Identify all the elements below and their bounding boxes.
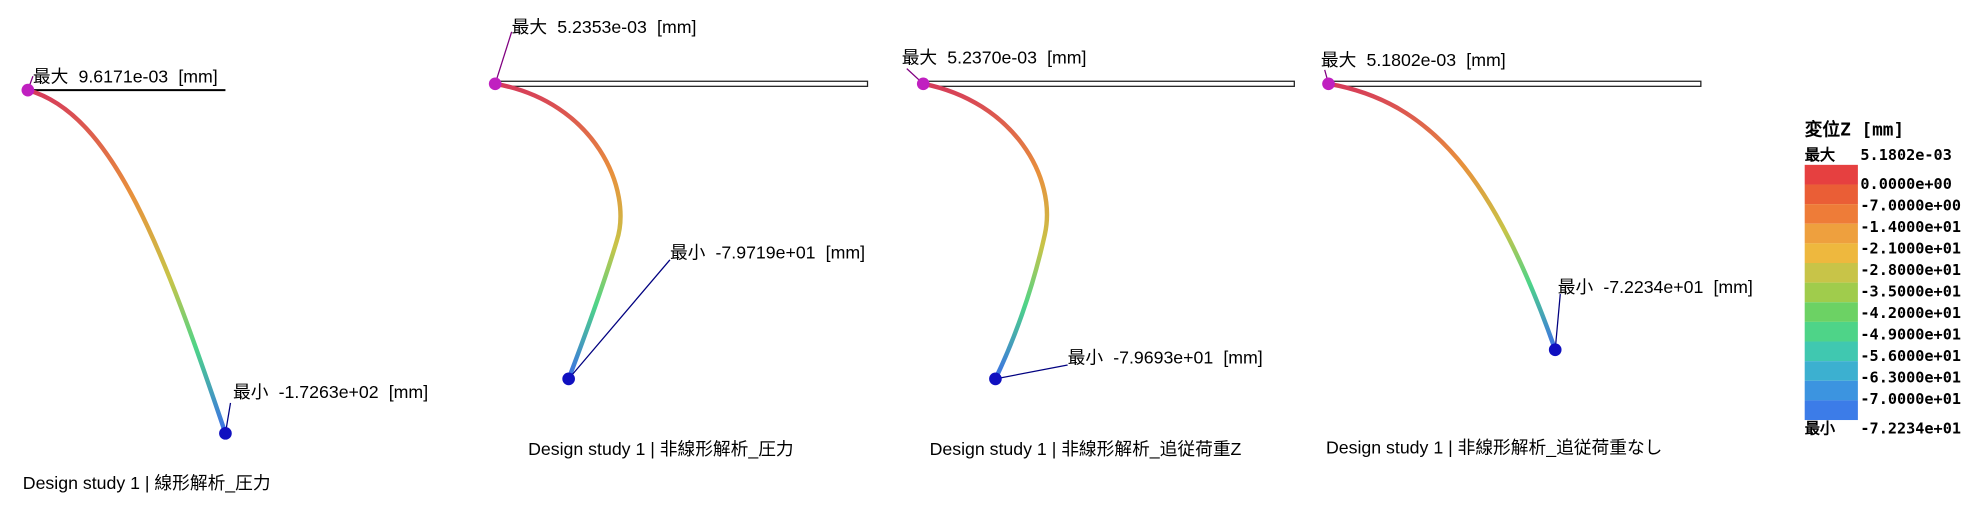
beam-outline xyxy=(494,80,869,87)
legend-level: -3.5000e+01 xyxy=(1860,283,1961,301)
beam-outline xyxy=(922,80,1295,87)
legend-swatch xyxy=(1804,184,1858,205)
min-label-part: -7.9693e+01 xyxy=(1113,348,1213,368)
min-label: 最小 -1.7263e+02 [mm] xyxy=(233,382,428,402)
max-label-part: 5.2353e-03 xyxy=(557,17,647,37)
min-label: 最小 -7.2234e+01 [mm] xyxy=(1558,277,1753,297)
legend-max-tag: 最大 xyxy=(1805,146,1836,164)
max-label-part: 最大 xyxy=(33,67,68,87)
max-label-part: 最大 xyxy=(1321,50,1356,70)
legend-swatch xyxy=(1804,282,1858,303)
legend-level: -7.0000e+00 xyxy=(1860,196,1961,214)
max-label-part: [mm] xyxy=(657,17,696,37)
min-point xyxy=(562,372,575,386)
legend-level: -7.0000e+01 xyxy=(1860,390,1961,408)
min-label-part: [mm] xyxy=(1713,277,1752,297)
legend-swatch xyxy=(1804,400,1858,421)
max-point xyxy=(21,83,35,97)
min-point xyxy=(219,427,232,440)
max-label-part: [mm] xyxy=(1466,50,1505,70)
min-label-part: 最小 xyxy=(233,382,269,402)
legend-swatch xyxy=(1804,321,1858,342)
min-label: 最小 -7.9719e+01 [mm] xyxy=(670,243,865,263)
max-point xyxy=(916,77,930,91)
min-label: 最小 -7.9693e+01 [mm] xyxy=(1068,348,1263,368)
legend-level: 0.0000e+00 xyxy=(1860,175,1951,193)
legend-level: -1.4000e+01 xyxy=(1860,218,1961,236)
legend-swatch xyxy=(1804,223,1858,244)
min-label-part: [mm] xyxy=(1223,348,1262,368)
min-label-part: 最小 xyxy=(670,243,706,263)
min-label-part: [mm] xyxy=(826,243,865,263)
max-label-part: 最大 xyxy=(512,17,547,37)
max-label-part: 最大 xyxy=(902,48,937,68)
min-leader xyxy=(995,364,1068,380)
beam-outline xyxy=(1327,80,1702,87)
legend-max: 5.1802e-03 xyxy=(1860,146,1951,164)
legend-min: -7.2234e+01 xyxy=(1860,419,1961,437)
max-point xyxy=(1322,77,1335,91)
max-label-part: 5.2370e-03 xyxy=(947,48,1037,68)
min-label-part: -1.7263e+02 xyxy=(279,382,379,402)
legend-swatch xyxy=(1804,262,1858,283)
max-label: 最大 9.6171e-03 [mm] xyxy=(33,67,218,87)
caption: Design study 1 | 線形解析_圧力 xyxy=(23,473,271,494)
min-label-part: -7.2234e+01 xyxy=(1603,277,1703,297)
legend-swatch xyxy=(1804,361,1858,381)
max-label: 最大 5.2370e-03 [mm] xyxy=(902,48,1087,68)
deformed-beam xyxy=(922,81,1050,380)
max-label: 最大 5.1802e-03 [mm] xyxy=(1321,50,1506,70)
legend-min-tag: 最小 xyxy=(1805,419,1836,437)
min-leader xyxy=(1554,293,1561,350)
caption: Design study 1 | 非線形解析_圧力 xyxy=(528,439,794,460)
legend-level: -4.2000e+01 xyxy=(1860,304,1961,322)
legend-swatch xyxy=(1804,204,1858,224)
min-label-part: [mm] xyxy=(389,382,428,402)
legend-level: -2.8000e+01 xyxy=(1860,261,1961,279)
legend-level: -4.9000e+01 xyxy=(1860,326,1961,344)
legend-title: 変位Z [mm] xyxy=(1805,119,1904,141)
max-label-part: [mm] xyxy=(178,67,217,87)
max-label: 最大 5.2353e-03 [mm] xyxy=(512,17,697,37)
max-label-part: [mm] xyxy=(1047,48,1086,68)
caption: Design study 1 | 非線形解析_追従荷重なし xyxy=(1326,438,1662,459)
min-leader xyxy=(568,259,671,380)
legend-level: -2.1000e+01 xyxy=(1860,240,1961,258)
caption: Design study 1 | 非線形解析_追従荷重Z xyxy=(930,439,1242,460)
deformed-beam xyxy=(1328,81,1558,351)
deformed-beam xyxy=(27,87,228,435)
legend-swatch xyxy=(1804,164,1858,185)
max-point xyxy=(488,77,502,91)
max-label-part: 9.6171e-03 xyxy=(79,67,169,87)
legend-level: -5.6000e+01 xyxy=(1860,347,1961,365)
legend-swatch xyxy=(1804,341,1858,362)
legend-swatch xyxy=(1804,380,1858,401)
legend-swatch xyxy=(1804,302,1858,322)
legend-level: -6.3000e+01 xyxy=(1860,369,1961,387)
max-label-part: 5.1802e-03 xyxy=(1366,50,1456,70)
max-leader xyxy=(494,31,513,84)
legend-swatch xyxy=(1804,243,1858,263)
min-label-part: 最小 xyxy=(1068,348,1104,368)
min-point xyxy=(989,372,1002,386)
min-label-part: -7.9719e+01 xyxy=(716,243,816,263)
min-label-part: 最小 xyxy=(1558,277,1594,297)
deformed-beam xyxy=(494,81,623,380)
min-point xyxy=(1548,343,1562,357)
